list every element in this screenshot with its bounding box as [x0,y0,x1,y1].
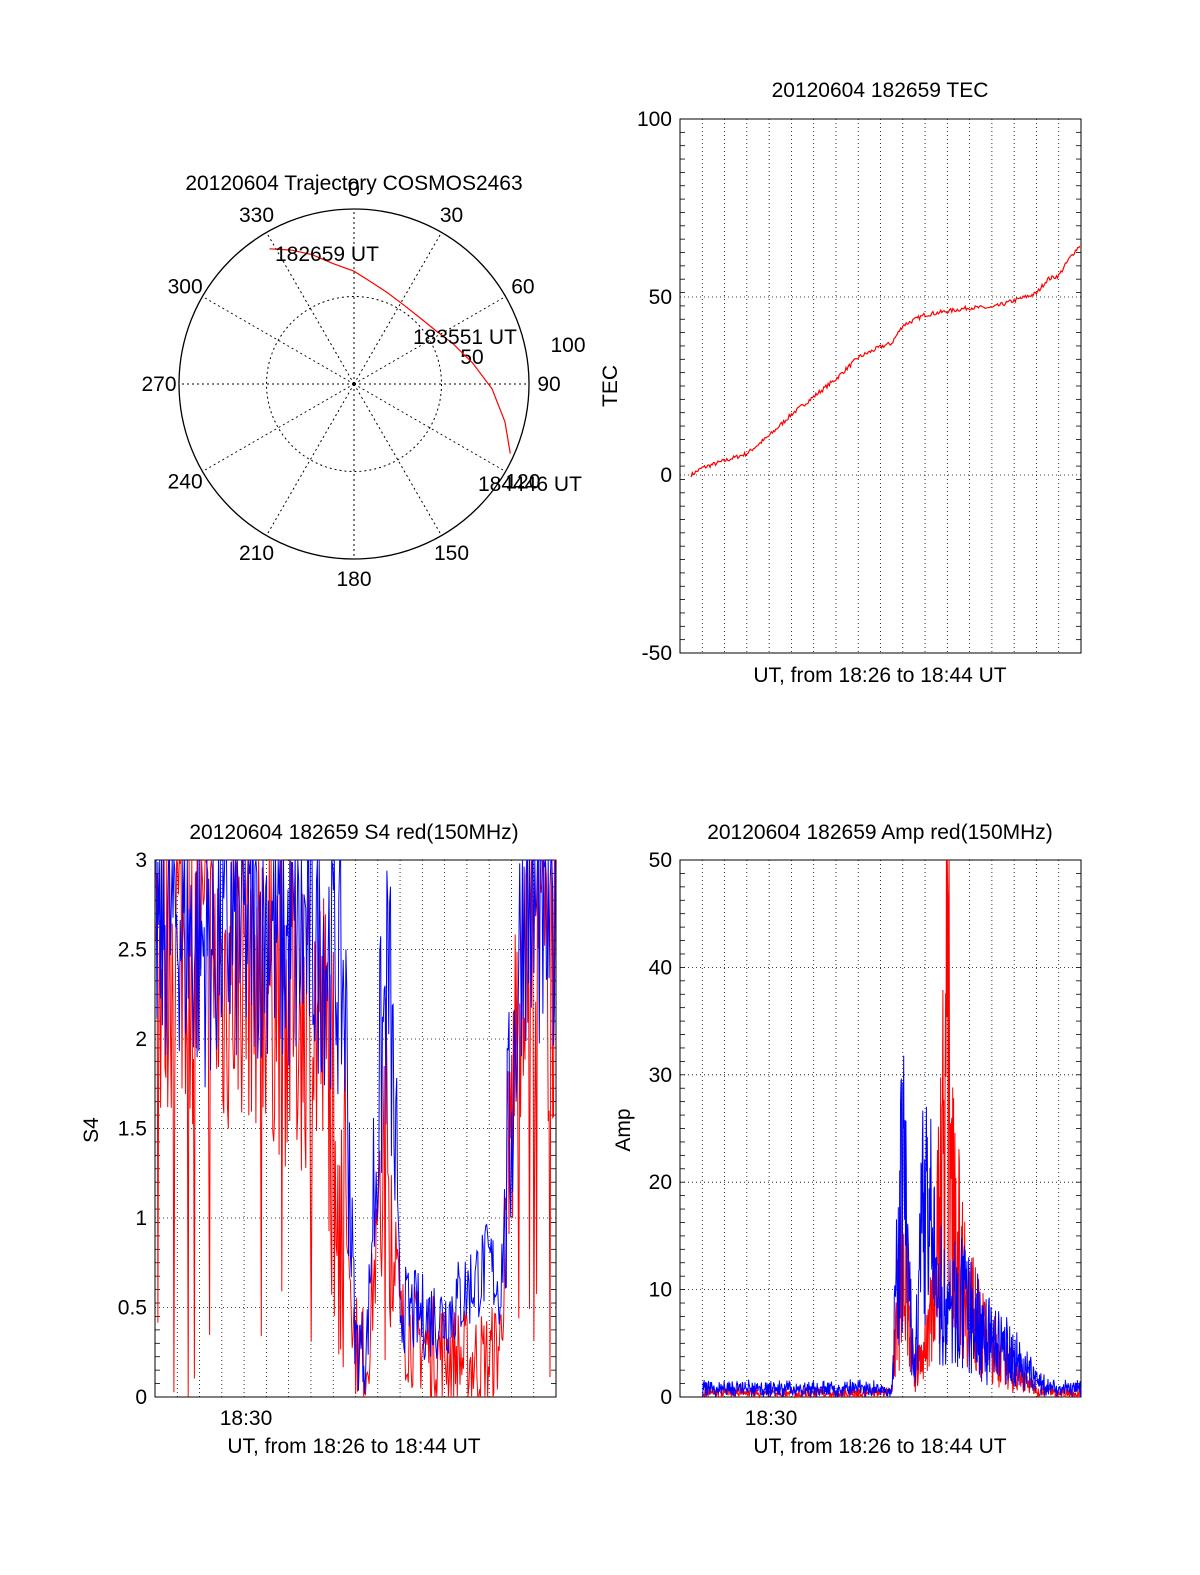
azimuth-label: 240 [168,471,203,494]
s4-panel: 20120604 182659 S4 red(150MHz) 3 2.5 2 1.5 1… [80,821,557,1458]
s4-title: 20120604 182659 S4 red(150MHz) [189,821,518,844]
y-tick-label: 3 [135,849,147,872]
y-tick-label: 30 [649,1064,672,1087]
y-tick-label: 40 [649,956,672,979]
s4-red-series [155,859,556,1399]
polar-spoke [202,383,355,472]
polar-spoke [266,232,355,385]
polar-outer-circle [178,208,530,560]
annotation-end-time: 184446 UT [478,473,582,496]
azimuth-label: 210 [239,542,274,565]
s4-x-tick-1830: 18:30 [220,1407,273,1430]
azimuth-label: 180 [336,568,371,591]
tec-y-tick-labels: 100 50 0 -50 [637,108,672,665]
y-tick-label: 0 [660,464,672,487]
amp-red-series [701,859,1082,1399]
azimuth-label: 330 [239,204,274,227]
radial-label-50: 50 [460,346,483,369]
tec-panel: 20120604 182659 TEC 100 50 0 -50 UT, from 1… [599,79,1082,687]
y-tick-label: 0.5 [118,1297,147,1320]
y-tick-label: 0 [660,1386,672,1409]
y-tick-label: 2 [135,1028,147,1051]
polar-title: 20120604 Trajectory COSMOS2463 [185,172,522,195]
tec-x-label: UT, from 18:26 to 18:44 UT [753,664,1006,687]
polar-grid [178,208,530,560]
tec-grid [680,118,1081,654]
polar-spoke [353,232,442,385]
trajectory-line [269,248,511,454]
radial-label-100: 100 [550,334,585,357]
azimuth-label: 120 [505,471,540,494]
azimuth-label: 60 [511,276,534,299]
tec-title: 20120604 182659 TEC [772,79,989,102]
azimuth-label: 90 [537,373,560,396]
azimuth-label: 300 [168,276,203,299]
tec-series-line [690,245,1081,478]
polar-spoke [353,383,442,536]
amp-x-tick-1830: 18:30 [745,1407,798,1430]
y-tick-label: 0 [135,1386,147,1409]
azimuth-label: 0 [348,178,360,201]
polar-azimuth-labels: 0 30 60 90 120 150 180 210 240 270 300 330 [141,178,560,591]
s4-x-label: UT, from 18:26 to 18:44 UT [227,1435,480,1458]
azimuth-label: 30 [440,204,463,227]
polar-trajectory-plot: 20120604 Trajectory COSMOS2463 0 30 60 90 12… [141,172,585,591]
y-tick-label: 20 [649,1171,672,1194]
y-tick-label: 2.5 [118,939,147,962]
s4-y-tick-labels: 3 2.5 2 1.5 1 0.5 0 [118,849,147,1409]
amp-y-tick-labels: 50 40 30 20 10 0 [649,849,672,1409]
y-tick-label: 50 [649,286,672,309]
amp-blue-series [701,1055,1082,1398]
y-tick-label: 1.5 [118,1118,147,1141]
amp-y-label: Amp [612,1108,635,1151]
azimuth-label: 270 [141,373,176,396]
tec-y-label: TEC [599,365,622,407]
annotation-start-time: 182659 UT [275,243,379,266]
y-tick-label: 1 [135,1207,147,1230]
y-tick-label: -50 [642,642,672,665]
polar-inner-circle [266,296,442,472]
amp-title: 20120604 182659 Amp red(150MHz) [707,821,1053,844]
y-tick-label: 50 [649,849,672,872]
amp-grid [680,859,1081,1398]
polar-spoke [202,296,355,385]
polar-spoke [353,383,506,472]
polar-spoke [353,296,506,385]
amp-panel: 20120604 182659 Amp red(150MHz) 50 40 30 20… [612,821,1082,1458]
y-tick-label: 10 [649,1279,672,1302]
s4-y-label: S4 [80,1117,103,1143]
amp-x-label: UT, from 18:26 to 18:44 UT [753,1435,1006,1458]
polar-spoke [266,383,355,536]
s4-blue-series [155,859,556,1394]
annotation-mid-time: 183551 UT [413,326,517,349]
y-tick-label: 100 [637,108,672,131]
azimuth-label: 150 [434,542,469,565]
